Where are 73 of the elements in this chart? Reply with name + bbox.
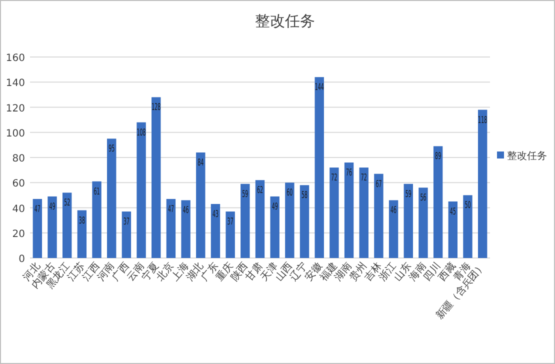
data-label: 60 — [286, 186, 293, 198]
bar — [107, 138, 116, 258]
bar — [374, 174, 384, 258]
data-label: 118 — [478, 114, 488, 126]
chart-title: 整改任务 — [255, 12, 315, 30]
y-tick-label: 20 — [12, 228, 25, 240]
bar — [166, 198, 176, 258]
data-label: 61 — [94, 186, 100, 197]
bar — [152, 97, 161, 258]
bar — [226, 212, 235, 258]
bar — [32, 198, 42, 258]
legend-label: 整改任务 — [507, 150, 547, 162]
data-label: 89 — [435, 150, 442, 162]
bar — [404, 184, 413, 258]
bar — [92, 181, 102, 258]
bar — [314, 77, 324, 258]
bar — [62, 192, 72, 258]
bar — [448, 201, 458, 258]
y-tick-label: 120 — [6, 103, 25, 114]
bar — [463, 195, 472, 258]
data-label: 47 — [34, 203, 41, 214]
data-label: 49 — [272, 200, 278, 212]
data-label: 46 — [390, 204, 397, 216]
data-label: 76 — [346, 166, 352, 178]
bar — [136, 122, 146, 258]
data-label: 144 — [314, 81, 324, 93]
bar — [270, 196, 280, 258]
data-label: 59 — [242, 188, 248, 200]
data-label: 62 — [256, 184, 264, 196]
data-label: 45 — [450, 206, 456, 217]
y-tick-label: 140 — [6, 78, 25, 90]
bar — [359, 168, 368, 258]
data-label: 52 — [64, 196, 70, 208]
data-label: 58 — [301, 189, 308, 201]
data-label: 46 — [182, 204, 189, 216]
data-label: 49 — [49, 200, 56, 212]
bar — [48, 196, 57, 258]
y-tick-label: 80 — [12, 154, 25, 164]
data-label: 56 — [420, 192, 426, 204]
data-label: 37 — [227, 216, 234, 228]
data-label: 59 — [405, 188, 412, 200]
bar — [418, 188, 428, 258]
data-label: 128 — [152, 101, 161, 113]
bar — [255, 180, 265, 258]
data-label: 47 — [168, 203, 174, 214]
bar — [478, 110, 488, 258]
bar — [122, 212, 132, 258]
data-label: 50 — [464, 199, 471, 211]
data-label: 72 — [360, 172, 368, 184]
data-label: 37 — [123, 216, 130, 228]
data-label: 43 — [212, 208, 219, 220]
bar — [344, 162, 354, 258]
bar — [330, 168, 339, 258]
data-label: 67 — [376, 178, 382, 190]
bar — [181, 200, 190, 258]
bar — [77, 210, 87, 258]
bar — [300, 185, 310, 258]
bar — [240, 184, 250, 258]
bar — [388, 200, 398, 258]
data-label: 95 — [108, 142, 115, 154]
bar — [210, 204, 220, 258]
y-tick-label: 0 — [18, 254, 25, 265]
bar — [433, 146, 443, 258]
data-label: 38 — [78, 214, 86, 226]
y-tick-label: 40 — [12, 204, 25, 215]
y-tick-label: 60 — [12, 178, 25, 190]
y-tick-label: 100 — [6, 128, 25, 140]
data-label: 72 — [331, 172, 338, 184]
bar — [285, 182, 294, 258]
bar — [196, 152, 206, 258]
data-label: 108 — [136, 126, 146, 138]
y-tick-label: 160 — [6, 53, 25, 64]
data-label: 84 — [198, 156, 204, 168]
